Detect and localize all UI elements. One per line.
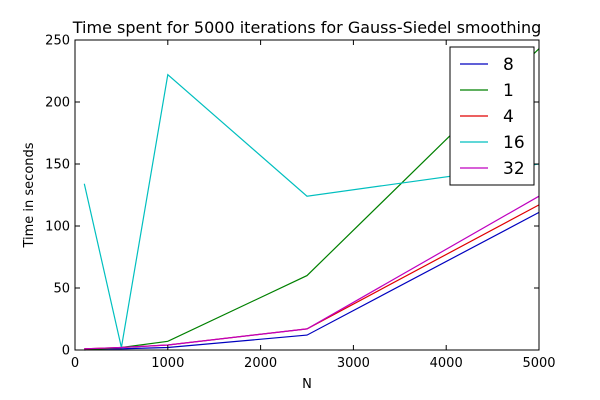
- x-tick-label: 5000: [522, 356, 555, 371]
- series-line-4: [84, 204, 540, 350]
- y-tick-label: 0: [62, 344, 70, 359]
- series-line-8: [84, 211, 540, 350]
- ticks-layer: 0 1000 2000 3000 4000 5000 0 50 100 150 200 250: [45, 34, 555, 372]
- x-axis-title: N: [302, 377, 312, 392]
- legend-label-4: 4: [503, 107, 514, 127]
- legend-label-16: 16: [503, 133, 525, 153]
- legend-label-32: 32: [503, 159, 525, 179]
- x-tick-label: 0: [71, 356, 79, 371]
- legend-label-1: 1: [503, 81, 514, 101]
- y-tick-label: 200: [45, 96, 70, 111]
- y-tick-label: 100: [45, 220, 70, 235]
- x-tick-label: 2000: [244, 356, 277, 371]
- plot-frame: [74, 39, 540, 351]
- series-line-16: [83, 73, 540, 348]
- x-tick-label: 4000: [430, 356, 463, 371]
- x-tick-label: 3000: [337, 356, 370, 371]
- x-tick-label: 1000: [151, 356, 184, 371]
- y-tick-label: 250: [45, 34, 70, 49]
- y-tick-label: 50: [53, 282, 70, 297]
- legend-label-8: 8: [503, 55, 514, 75]
- y-axis-title: Time in seconds: [22, 142, 37, 248]
- y-tick-label: 150: [45, 158, 70, 173]
- chart-title: Time spent for 5000 iterations for Gauss…: [72, 18, 542, 37]
- series-line-32: [84, 195, 540, 350]
- legend: 8 1 4 16 32: [449, 46, 535, 186]
